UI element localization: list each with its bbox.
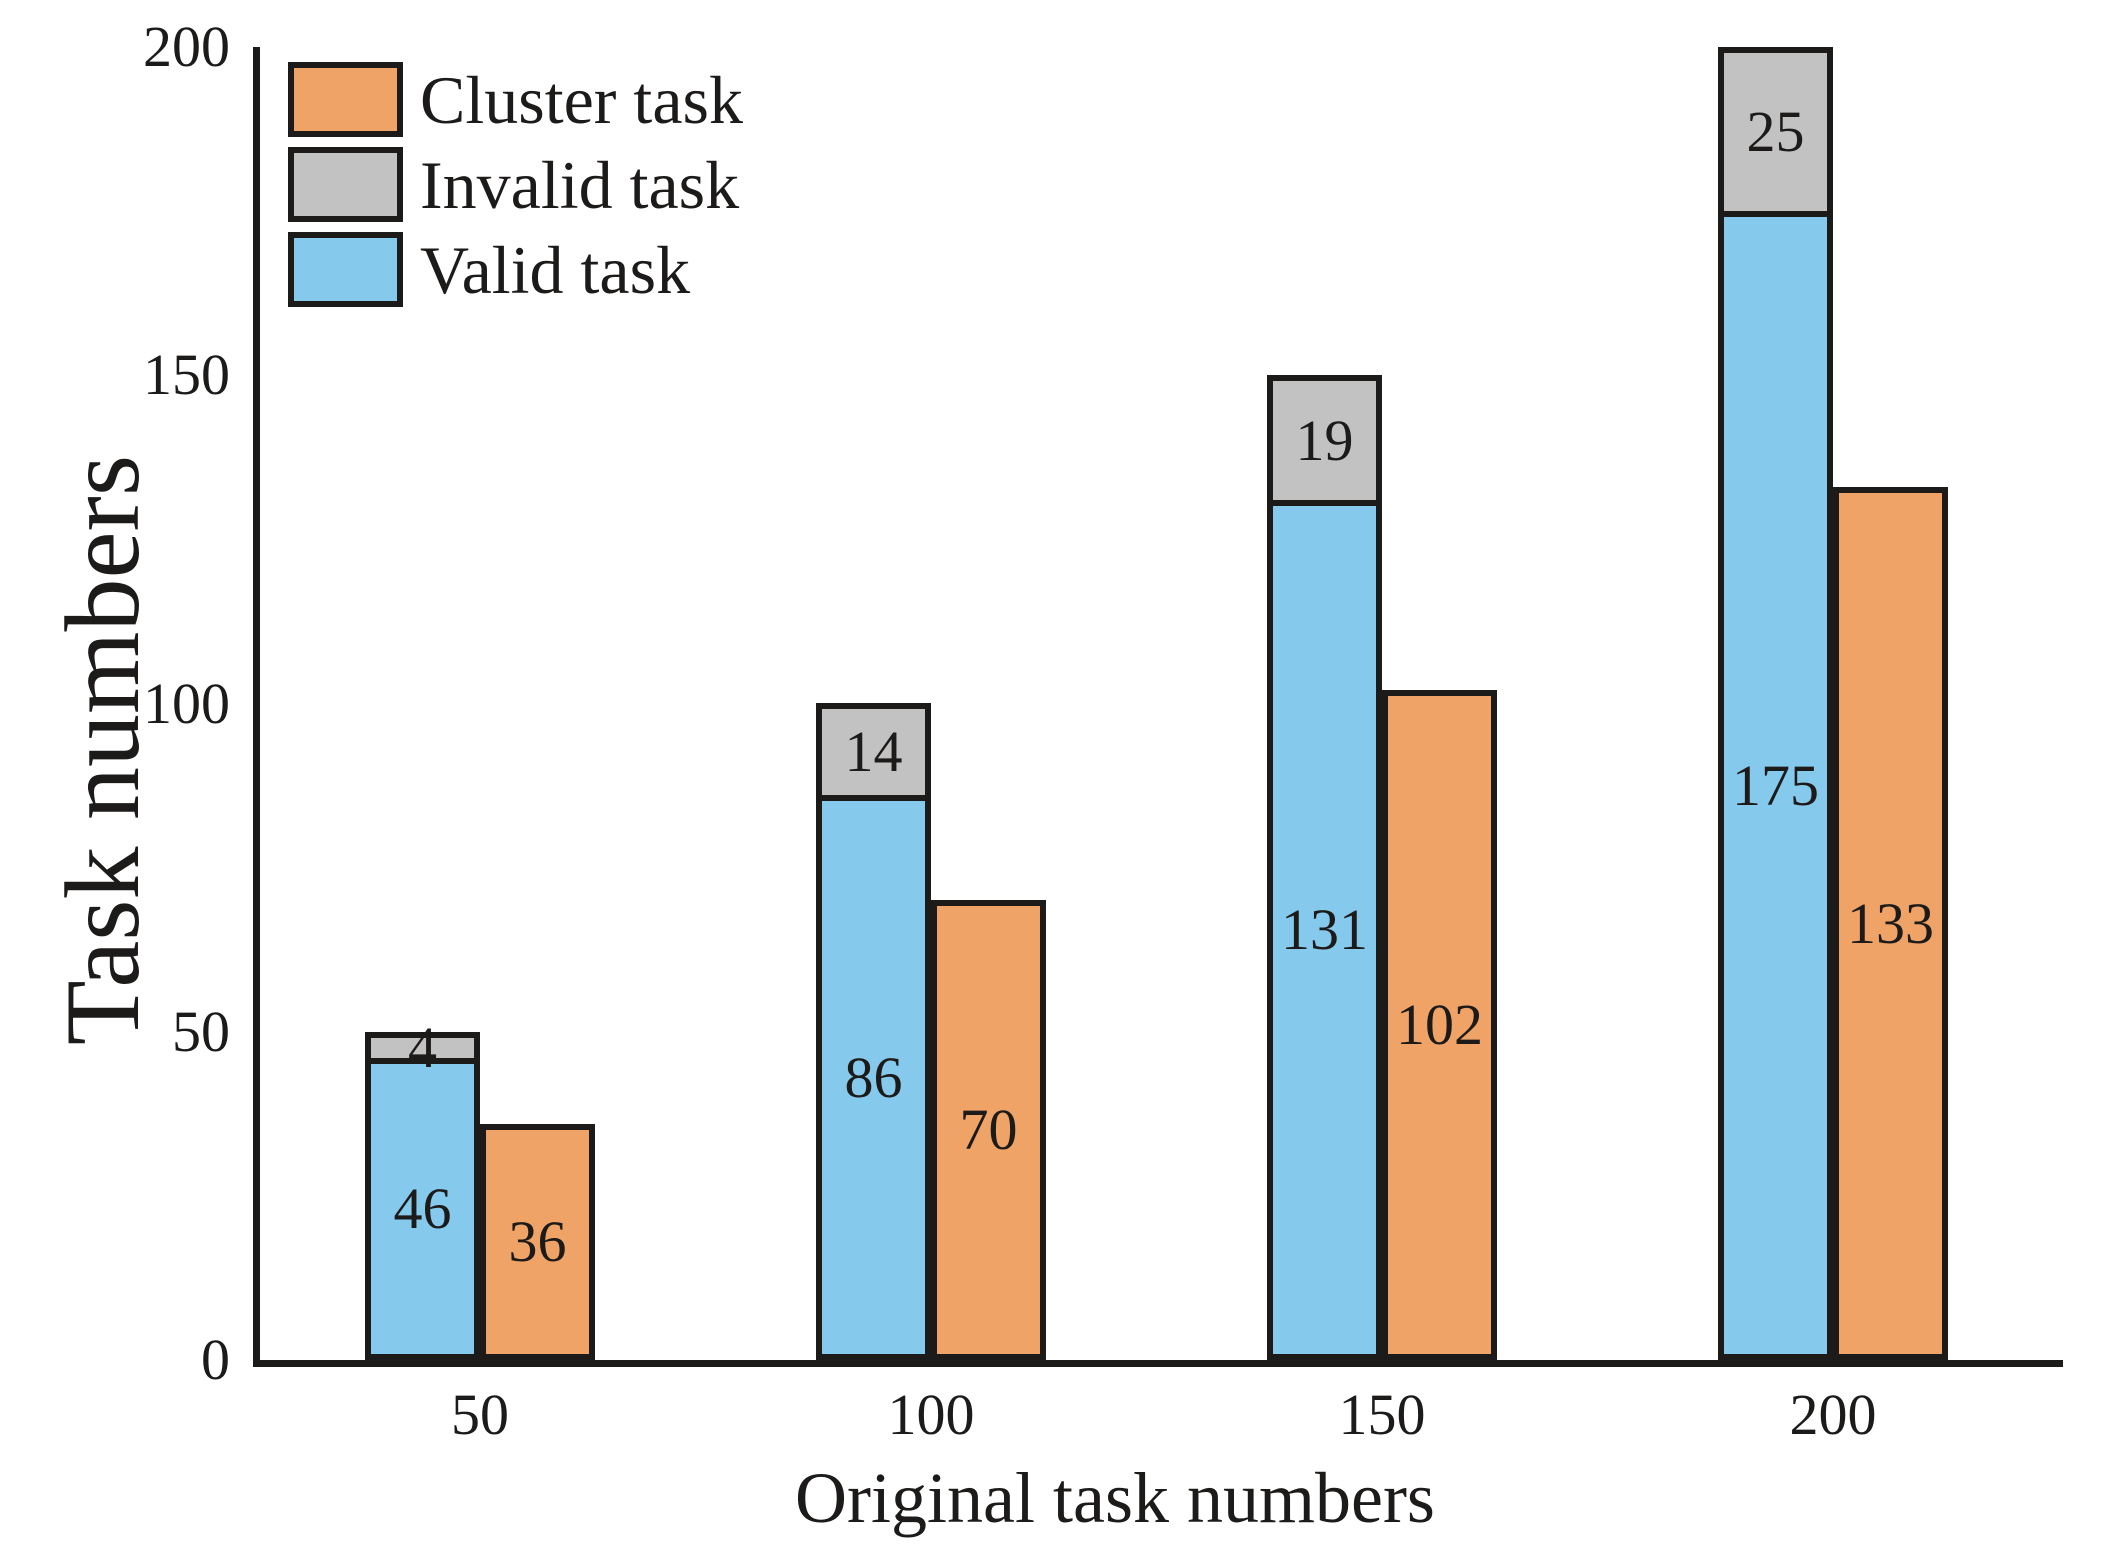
bar-invalid-50: [365, 1032, 480, 1064]
plot-area: 46 4 36 86 14 70 131 19 102 175 25 133: [253, 47, 2063, 1367]
x-axis-title: Original task numbers: [795, 1458, 1435, 1538]
y-tick-label-100: 100: [143, 670, 230, 736]
bar-cluster-100: [931, 900, 1046, 1360]
bar-valid-100: [816, 795, 931, 1360]
bar-cluster-150: [1382, 690, 1497, 1360]
bar-invalid-200: [1718, 47, 1833, 217]
y-tick-label-150: 150: [143, 342, 230, 408]
bar-label-valid-50: 46: [393, 1176, 452, 1241]
bar-label-cluster-50: 36: [508, 1209, 567, 1274]
y-tick-label-200: 200: [143, 14, 230, 79]
bar-valid-50: [365, 1058, 480, 1360]
legend-label-valid-task: Valid task: [420, 232, 691, 308]
bar-invalid-100: [816, 703, 931, 801]
legend-label-invalid-task: Invalid task: [420, 147, 740, 223]
legend-swatch-invalid-task: [288, 147, 403, 222]
bar-valid-150: [1267, 500, 1382, 1360]
bar-invalid-150: [1267, 375, 1382, 506]
bar-label-valid-200: 175: [1732, 752, 1819, 818]
x-tick-label-150: 150: [1338, 1382, 1426, 1447]
bar-label-invalid-200: 25: [1746, 99, 1805, 164]
y-axis-title: Task numbers: [44, 454, 161, 1046]
bar-label-valid-150: 131: [1281, 897, 1368, 962]
bar-cluster-200: [1833, 487, 1948, 1360]
bar-label-cluster-150: 102: [1396, 992, 1483, 1057]
x-tick-label-100: 100: [887, 1382, 975, 1447]
y-tick-label-0: 0: [201, 1327, 230, 1392]
bar-cluster-50: [480, 1124, 595, 1360]
x-tick-label-50: 50: [451, 1382, 509, 1447]
bar-label-invalid-50: 4: [408, 1015, 437, 1080]
legend-swatch-cluster-task: [288, 62, 403, 137]
legend-label-cluster-task: Cluster task: [420, 62, 743, 138]
bar-label-invalid-150: 19: [1295, 407, 1354, 473]
bar-label-cluster-100: 70: [959, 1097, 1018, 1162]
bar-valid-200: [1718, 211, 1833, 1360]
legend-swatch-valid-task: [288, 232, 403, 307]
bar-label-valid-100: 86: [844, 1044, 903, 1110]
y-tick-label-50: 50: [172, 998, 230, 1064]
x-tick-label-200: 200: [1789, 1382, 1877, 1447]
bar-label-invalid-100: 14: [844, 719, 903, 784]
bar-label-cluster-200: 133: [1847, 890, 1934, 956]
